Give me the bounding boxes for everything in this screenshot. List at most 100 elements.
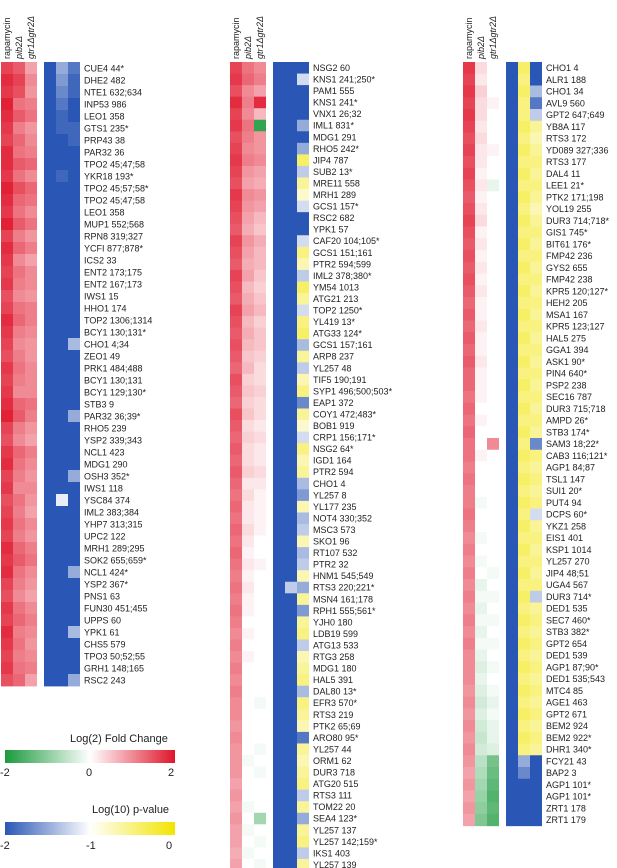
pvalue-cell [273,62,285,74]
pvalue-cell [285,697,297,710]
pvalue-cell [273,316,285,329]
fold-change-cell [463,731,475,744]
pvalue-cell [518,85,530,98]
pvalue-cell [273,847,285,860]
pvalue-cell [297,524,309,536]
pvalue-cell [44,614,56,627]
pvalue-cell [530,285,542,298]
fold-change-cell [242,466,254,479]
row-label: UPC2 122 [84,531,126,541]
pvalue-cell [297,766,309,779]
row-label: YL257 8 [313,490,347,500]
pvalue-cell [68,566,80,579]
fold-change-cell [475,767,487,780]
fold-change-cell [242,362,254,375]
fold-change-cell [230,708,242,721]
pvalue-cell [297,85,309,98]
fold-change-cell [475,731,487,744]
pvalue-cell [68,530,80,543]
pvalue-cell [530,720,542,733]
pvalue-cell [273,431,285,444]
fold-change-cell [487,473,499,486]
fold-change-cell [487,203,499,216]
pvalue-cell [518,414,530,427]
pvalue-cell [518,579,530,592]
row-label: IML2 378;380* [313,271,372,281]
row-label: PAR32 36 [84,147,124,157]
fold-change-cell [242,177,254,190]
fold-change-cell [463,355,475,368]
row-label: BCY1 129;130* [84,387,147,397]
fold-change-cell [242,731,254,744]
row-label: RSC2 682 [313,213,355,223]
row-label: ORM1 62 [313,756,352,766]
pvalue-cell [297,396,309,409]
row-label: MRH1 289 [313,190,356,200]
fold-change-cell [463,567,475,580]
fold-change-cell [1,182,13,195]
fold-change-cell [230,639,242,652]
pvalue-cell [530,144,542,157]
pvalue-cell [44,206,56,219]
fold-change-cell [13,398,25,411]
fold-change-cell [254,720,266,733]
fold-change-cell [13,578,25,591]
pvalue-cell [285,385,297,398]
fold-change-cell [13,326,25,339]
row-label: YHP7 313;315 [84,519,143,529]
fold-change-cell [25,74,37,87]
pvalue-cell [273,108,285,121]
pvalue-cell [273,500,285,513]
pvalue-cell [68,578,80,591]
pvalue-cell [518,120,530,133]
pvalue-cell [68,650,80,663]
fold-change-cell [475,402,487,415]
pvalue-cell [297,142,309,155]
fold-change-cell [487,109,499,122]
pvalue-cell [530,132,542,145]
pvalue-cell [273,743,285,756]
pvalue-cell [518,755,530,768]
pvalue-cell [530,555,542,568]
fold-change-cell [242,778,254,791]
row-label: HHO1 174 [84,303,127,313]
row-label: RPN8 319;327 [84,231,143,241]
pvalue-cell [518,214,530,227]
row-label: STB3 9 [84,399,114,409]
pvalue-cell [506,62,518,75]
fold-change-cell [1,158,13,171]
pvalue-cell [56,242,68,255]
fold-change-cell [230,131,242,144]
row-label: RHO5 242* [313,144,360,154]
fold-change-cell [25,62,37,75]
column-header-1: rapamycin [464,17,474,59]
pvalue-cell [273,489,285,502]
fold-change-cell [1,122,13,135]
pvalue-cell [285,131,297,144]
fold-change-cell [487,308,499,321]
pvalue-cell [530,731,542,744]
pvalue-cell [518,308,530,321]
fold-change-cell [487,132,499,145]
fold-change-cell [487,261,499,274]
fold-change-cell [463,602,475,615]
row-label: UPPS 60 [84,615,121,625]
fold-change-cell [487,626,499,639]
pvalue-cell [297,246,309,259]
row-label: CHO1 4;34 [84,339,129,349]
fold-change-cell [25,458,37,471]
fold-change-cell [487,144,499,157]
fold-change-cell [254,708,266,721]
fold-change-cell [254,73,266,86]
fold-change-cell [487,543,499,556]
pvalue-cell [530,543,542,556]
pvalue-cell [56,386,68,399]
fold-change-cell [13,422,25,435]
fold-change-cell [13,482,25,495]
pvalue-cell [518,344,530,357]
row-label: TIF5 190;191 [313,375,367,385]
pvalue-cell [44,338,56,351]
row-label: MTC4 85 [546,686,583,696]
fold-change-cell [230,200,242,213]
fold-change-cell [487,332,499,345]
